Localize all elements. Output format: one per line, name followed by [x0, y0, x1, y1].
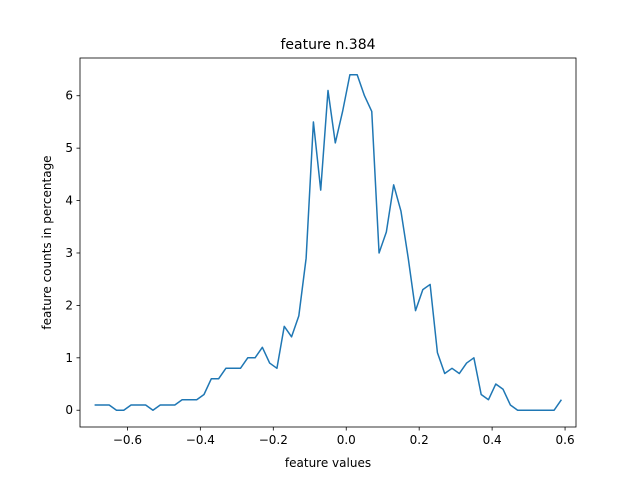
y-axis-label: feature counts in percentage — [40, 155, 54, 329]
y-tick-label: 2 — [65, 298, 73, 312]
x-tick-label: 0.0 — [337, 433, 356, 447]
x-tick-label: −0.2 — [259, 433, 288, 447]
y-tick-label: 0 — [65, 403, 73, 417]
x-axis-label: feature values — [285, 456, 371, 470]
ticks-layer: −0.6 −0.4 −0.2 0.0 0.2 0.4 0.6 0 1 2 3 4 5 6 — [65, 89, 574, 447]
chart-title: feature n.384 — [280, 37, 375, 53]
x-tick-label: 0.4 — [483, 433, 502, 447]
y-tick-label: 1 — [65, 351, 73, 365]
y-tick-label: 6 — [65, 89, 73, 103]
x-tick-label: −0.4 — [186, 433, 215, 447]
y-tick-label: 4 — [65, 194, 73, 208]
y-tick-label: 5 — [65, 141, 73, 155]
series-line — [94, 74, 563, 411]
x-tick-label: 0.6 — [556, 433, 575, 447]
plot-frame — [79, 57, 577, 428]
series-layer — [94, 74, 563, 411]
y-tick-label: 3 — [65, 246, 73, 260]
x-tick-label: 0.2 — [410, 433, 429, 447]
x-tick-label: −0.6 — [113, 433, 142, 447]
